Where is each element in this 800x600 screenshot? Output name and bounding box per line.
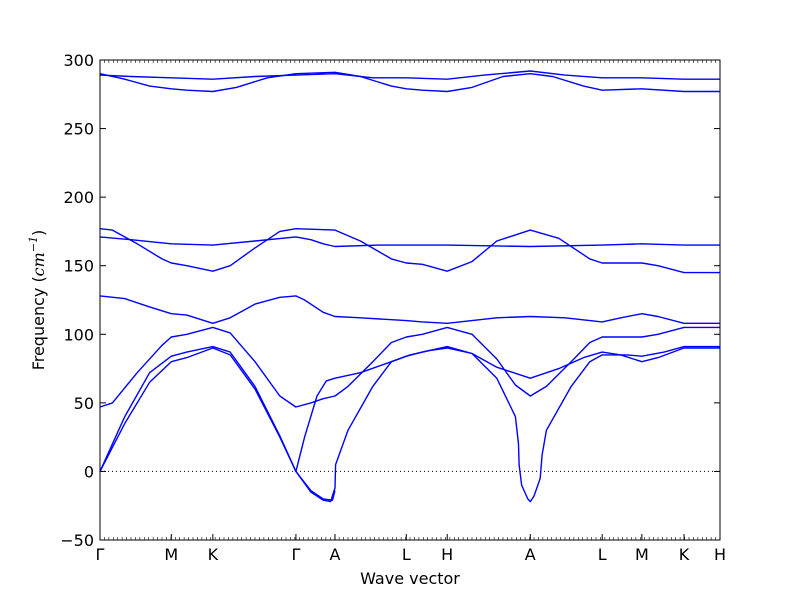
plot-frame: [99, 59, 721, 541]
x-tick-label: H: [441, 545, 453, 564]
y-tick-label: 150: [63, 257, 94, 276]
band-line-4: [295, 347, 720, 472]
x-tick-label: L: [598, 545, 607, 564]
x-tick-label: H: [714, 545, 726, 564]
band-line-8: [99, 71, 720, 93]
band-line-1: [99, 347, 336, 501]
x-tick-label: Γ: [291, 545, 300, 564]
x-tick-label: M: [635, 545, 649, 564]
x-tick-label: M: [164, 545, 178, 564]
y-tick-label: 0: [84, 462, 94, 481]
band-line-7: [99, 236, 720, 248]
x-tick-label: L: [402, 545, 411, 564]
x-axis-title: Wave vector: [360, 569, 460, 588]
band-line-9: [99, 70, 720, 80]
x-tick-label: K: [679, 545, 690, 564]
band-line-2: [99, 345, 720, 503]
x-tick-label: A: [525, 545, 536, 564]
series-layer: [99, 70, 720, 503]
y-axis-title-suffix: ): [29, 230, 48, 236]
x-tick-label: K: [208, 545, 219, 564]
y-tick-label: 300: [63, 51, 94, 70]
y-axis-title-prefix: Frequency (: [29, 276, 48, 370]
band-line-6: [99, 228, 720, 274]
axes-layer: −50 0 50 100 150 200 250 300 Γ M K Γ A L H A L M K H: [60, 51, 726, 564]
y-axis-title-exponent: −1: [27, 236, 40, 252]
y-tick-label: 50: [74, 394, 94, 413]
y-tick-label: 200: [63, 188, 94, 207]
band-line-5: [99, 295, 720, 324]
y-tick-label: −50: [60, 531, 94, 550]
y-axis-title: Frequency (cm−1): [27, 230, 48, 371]
x-tick-label: A: [330, 545, 341, 564]
y-tick-label: 100: [63, 325, 94, 344]
band-line-3: [99, 326, 720, 408]
y-axis-title-unit: cm: [29, 252, 48, 276]
x-tick-label: Γ: [96, 545, 105, 564]
y-tick-label: 250: [63, 120, 94, 139]
